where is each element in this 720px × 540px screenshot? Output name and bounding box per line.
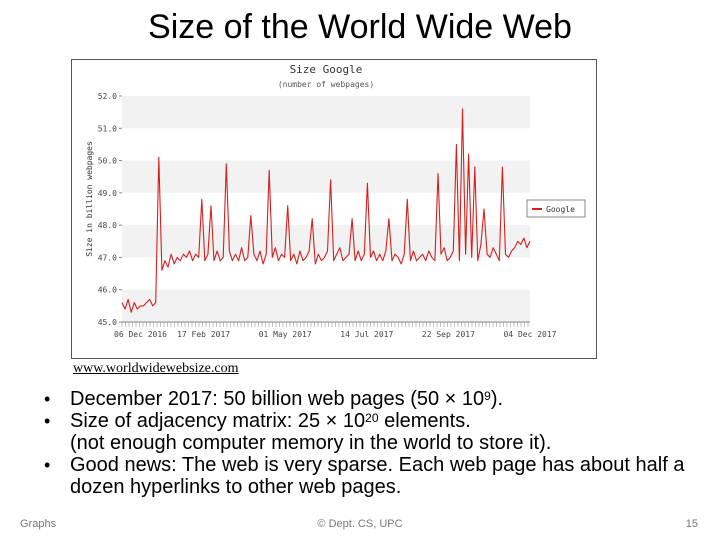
y-tick-label: 45.0 bbox=[98, 318, 117, 327]
bullet-text: December 2017: 50 billion web pages (50 … bbox=[70, 388, 704, 410]
plot-band bbox=[122, 160, 530, 193]
bullet-item: • Good news: The web is very sparse. Eac… bbox=[44, 454, 704, 498]
legend-label: Google bbox=[546, 205, 575, 214]
bullet-text-continuation: (not enough computer memory in the world… bbox=[70, 432, 552, 454]
bullet-text-part: ). bbox=[490, 388, 504, 410]
bullet-dot-icon: • bbox=[44, 389, 51, 409]
x-tick-label: 06 Dec 2016 bbox=[114, 330, 167, 339]
y-tick-label: 49.0 bbox=[98, 189, 117, 198]
bullet-item: • Size of adjacency matrix: 25 × 1020 el… bbox=[44, 410, 704, 454]
plot-band bbox=[122, 257, 530, 290]
y-tick-label: 48.0 bbox=[98, 221, 117, 230]
x-tick-label: 01 May 2017 bbox=[259, 330, 312, 339]
footer-copyright: © Dept. CS, UPC bbox=[317, 518, 403, 530]
y-tick-label: 51.0 bbox=[98, 124, 117, 133]
x-tick-label: 14 Jul 2017 bbox=[340, 330, 393, 339]
y-tick-label: 47.0 bbox=[98, 253, 117, 262]
bullet-dot-icon: • bbox=[44, 455, 51, 475]
x-tick-label: 17 Feb 2017 bbox=[177, 330, 230, 339]
plot-band bbox=[122, 289, 530, 322]
y-tick-label: 52.0 bbox=[98, 92, 117, 101]
size-google-chart: Size Google (number of webpages) Size in b… bbox=[85, 63, 586, 339]
chart-subtitle: (number of webpages) bbox=[278, 80, 374, 89]
x-tick-label: 04 Dec 2017 bbox=[504, 330, 557, 339]
x-tick-label: 22 Sep 2017 bbox=[422, 330, 475, 339]
bullet-exponent: 20 bbox=[365, 411, 379, 425]
plot-band bbox=[122, 96, 530, 129]
y-tick-label: 46.0 bbox=[98, 286, 117, 295]
bullet-item: • December 2017: 50 billion web pages (5… bbox=[44, 388, 704, 410]
plot-band bbox=[122, 192, 530, 226]
bullet-exponent: 9 bbox=[484, 389, 491, 403]
series-line-google bbox=[121, 108, 531, 313]
bullet-text-part: December 2017: 50 billion web pages (50 … bbox=[70, 388, 485, 410]
chart-frame: Size Google (number of webpages) Size in b… bbox=[71, 59, 597, 359]
bullet-text-part: Size of adjacency matrix: 25 × 10 bbox=[70, 410, 366, 432]
bullet-dot-icon: • bbox=[44, 411, 51, 431]
footer-page-number: 15 bbox=[685, 518, 698, 530]
chart-title: Size Google bbox=[290, 63, 363, 76]
legend-box bbox=[526, 199, 586, 218]
bullet-text-part: elements. bbox=[378, 410, 471, 432]
bullet-list: • December 2017: 50 billion web pages (5… bbox=[44, 388, 704, 498]
bullet-text: Good news: The web is very sparse. Each … bbox=[70, 454, 685, 498]
y-tick-label: 50.0 bbox=[98, 157, 117, 166]
y-axis-label: Size in billion webpages bbox=[85, 141, 94, 257]
bullet-text: Size of adjacency matrix: 25 × 1020 elem… bbox=[70, 410, 704, 432]
plot-band bbox=[122, 225, 530, 258]
source-link[interactable]: www.worldwidewebsize.com bbox=[73, 361, 239, 376]
slide-title: Size of the World Wide Web bbox=[148, 8, 572, 46]
footer-section-label: Graphs bbox=[20, 518, 57, 530]
